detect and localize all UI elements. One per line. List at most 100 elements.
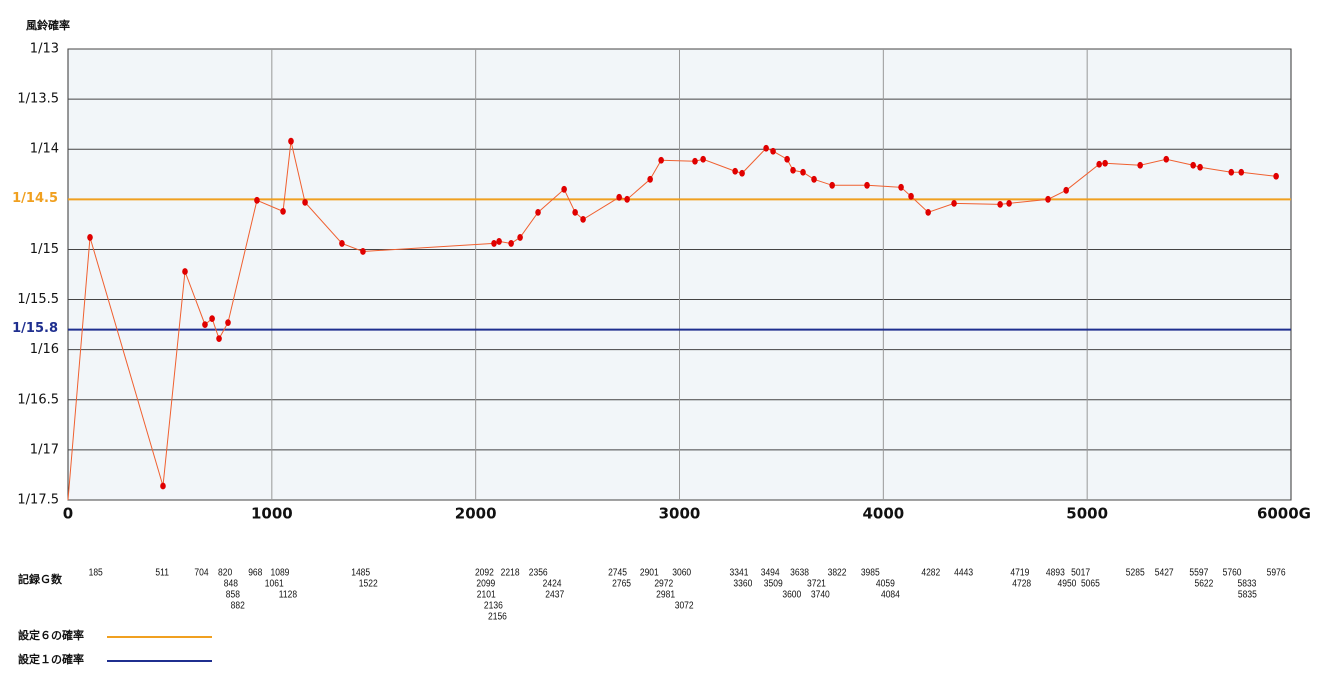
record-g: 2972 bbox=[654, 578, 673, 589]
record-g: 2437 bbox=[545, 589, 564, 600]
data-point bbox=[732, 167, 738, 175]
y-tick-label: 1/13.5 bbox=[17, 92, 59, 107]
data-point bbox=[1102, 159, 1108, 167]
record-g: 4059 bbox=[876, 578, 895, 589]
data-point bbox=[225, 319, 231, 327]
data-point bbox=[739, 169, 745, 177]
x-tick-label: 5000 bbox=[1066, 505, 1108, 523]
reference-label: 1/14.5 bbox=[12, 191, 58, 206]
x-tick-label: 6000G bbox=[1257, 505, 1311, 523]
record-g: 3822 bbox=[828, 567, 847, 578]
data-point bbox=[800, 168, 806, 176]
data-point bbox=[302, 198, 308, 206]
data-point bbox=[616, 193, 622, 201]
record-g: 2765 bbox=[612, 578, 631, 589]
data-point bbox=[254, 196, 260, 204]
record-g: 3360 bbox=[733, 578, 752, 589]
record-g: 1061 bbox=[265, 578, 284, 589]
data-point bbox=[658, 156, 664, 164]
data-point bbox=[580, 215, 586, 223]
data-point bbox=[700, 155, 706, 163]
data-point bbox=[508, 240, 514, 247]
x-tick-label: 1000 bbox=[251, 505, 293, 523]
record-g: 3985 bbox=[861, 567, 880, 578]
data-point bbox=[202, 321, 208, 329]
x-tick-label: 2000 bbox=[455, 505, 497, 523]
record-g: 2981 bbox=[656, 589, 675, 600]
record-g: 5976 bbox=[1267, 567, 1286, 578]
record-g: 4443 bbox=[954, 567, 973, 578]
data-point bbox=[692, 157, 698, 165]
x-tick-label: 3000 bbox=[659, 505, 701, 523]
data-point bbox=[1163, 155, 1170, 163]
record-g: 2156 bbox=[488, 611, 507, 622]
data-point bbox=[1197, 163, 1203, 171]
record-g: 5835 bbox=[1238, 589, 1257, 600]
data-point bbox=[925, 208, 931, 216]
y-tick-label: 1/17.5 bbox=[17, 493, 59, 508]
record-g: 3072 bbox=[675, 600, 694, 611]
record-g: 4719 bbox=[1010, 567, 1029, 578]
record-g: 882 bbox=[231, 600, 245, 611]
data-point bbox=[572, 208, 578, 216]
record-g: 5833 bbox=[1238, 578, 1257, 589]
record-g: 2218 bbox=[501, 567, 520, 578]
record-g: 2745 bbox=[608, 567, 627, 578]
record-g: 4728 bbox=[1012, 578, 1031, 589]
record-g: 3740 bbox=[811, 589, 830, 600]
data-point bbox=[1096, 160, 1102, 168]
record-g: 2356 bbox=[529, 567, 548, 578]
record-g: 858 bbox=[226, 589, 240, 600]
data-point bbox=[517, 234, 523, 241]
record-g: 3721 bbox=[807, 578, 826, 589]
record-g: 5017 bbox=[1071, 567, 1090, 578]
record-g: 3060 bbox=[672, 567, 691, 578]
data-point bbox=[1137, 161, 1143, 169]
record-g: 968 bbox=[248, 567, 262, 578]
data-point bbox=[496, 238, 502, 245]
data-point bbox=[997, 200, 1003, 208]
record-g: 2099 bbox=[476, 578, 495, 589]
record-g: 848 bbox=[224, 578, 238, 589]
y-tick-label: 1/15.5 bbox=[17, 292, 59, 307]
data-point bbox=[790, 166, 796, 174]
data-point bbox=[784, 155, 790, 163]
record-g: 511 bbox=[155, 567, 169, 578]
record-g: 5622 bbox=[1195, 578, 1214, 589]
record-g: 704 bbox=[194, 567, 208, 578]
data-point bbox=[182, 268, 188, 275]
data-point bbox=[898, 183, 904, 191]
data-point bbox=[280, 207, 286, 215]
data-point bbox=[770, 147, 776, 155]
record-g: 1128 bbox=[279, 589, 297, 600]
record-g: 2424 bbox=[543, 578, 562, 589]
data-point bbox=[160, 482, 166, 490]
record-g: 185 bbox=[89, 567, 103, 578]
record-g: 1485 bbox=[351, 567, 370, 578]
x-tick-label: 0 bbox=[63, 505, 73, 523]
data-point bbox=[1063, 186, 1069, 194]
data-point bbox=[1045, 195, 1051, 203]
reference-label: 1/15.8 bbox=[12, 321, 58, 336]
record-g: 820 bbox=[218, 567, 232, 578]
data-point bbox=[763, 144, 769, 152]
legend-label: 設定１の確率 bbox=[18, 652, 84, 666]
data-point bbox=[360, 248, 366, 255]
data-point bbox=[1228, 168, 1235, 176]
data-point bbox=[811, 175, 817, 183]
data-point bbox=[1273, 172, 1279, 180]
data-point bbox=[864, 181, 870, 189]
record-g: 4950 bbox=[1058, 578, 1077, 589]
record-g: 5760 bbox=[1223, 567, 1242, 578]
record-g: 1522 bbox=[359, 578, 378, 589]
record-g: 3509 bbox=[764, 578, 783, 589]
record-g: 1089 bbox=[271, 567, 290, 578]
record-g: 4282 bbox=[921, 567, 940, 578]
data-point bbox=[491, 240, 497, 247]
record-g: 3341 bbox=[730, 567, 749, 578]
record-g: 3600 bbox=[782, 589, 801, 600]
data-point bbox=[288, 137, 294, 145]
y-tick-label: 1/14 bbox=[30, 142, 59, 157]
y-tick-label: 1/15 bbox=[30, 242, 59, 257]
